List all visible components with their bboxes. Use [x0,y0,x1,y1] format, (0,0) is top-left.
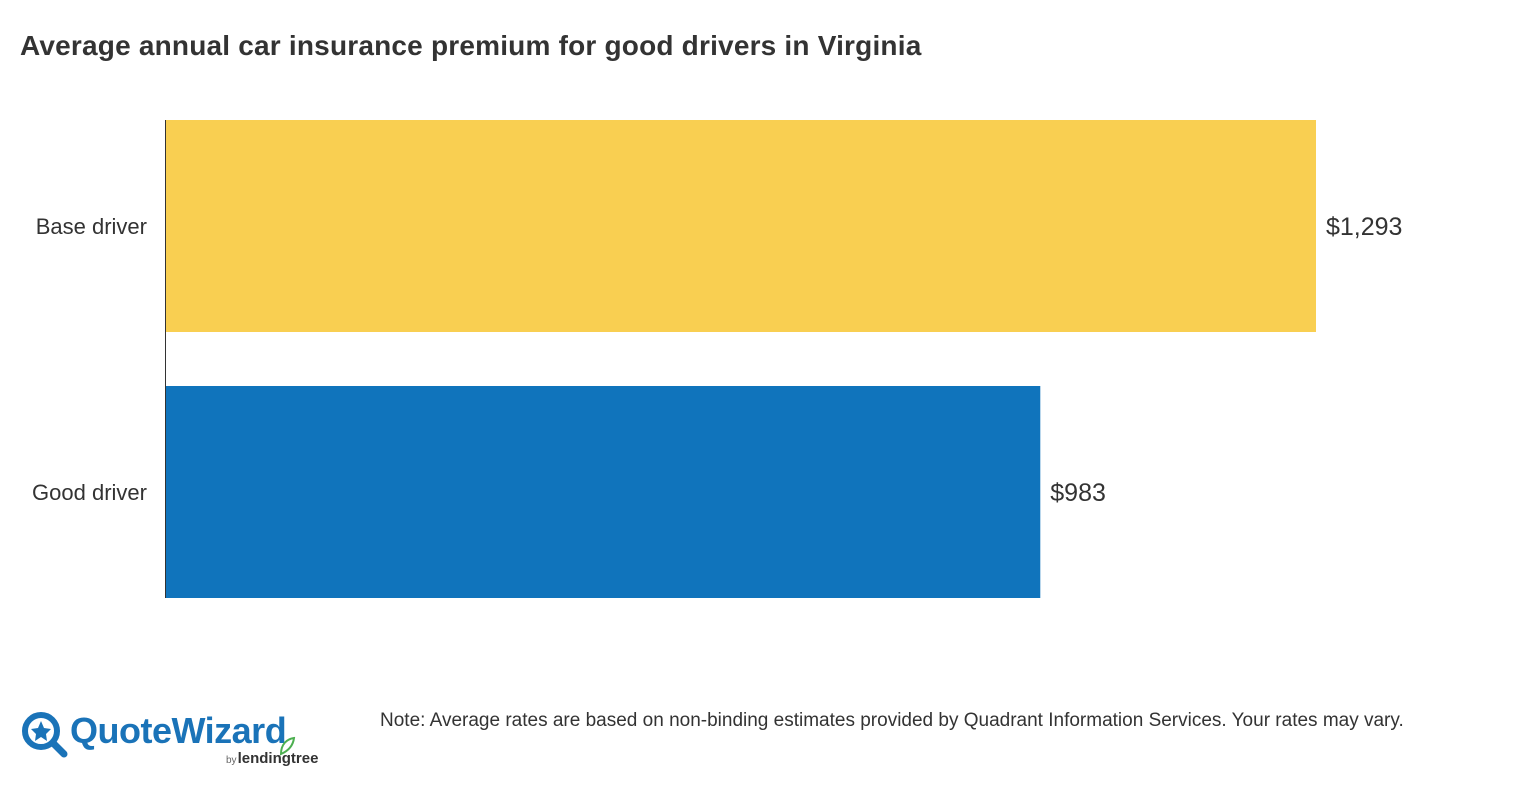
chart-title: Average annual car insurance premium for… [20,30,922,61]
leaf-icon [279,736,296,756]
footnote: Note: Average rates are based on non-bin… [380,710,1404,731]
bars-group: Base driver $1,293 Good driver $983 [32,120,1402,598]
bar-base-driver [166,120,1316,332]
logo-by: by [226,755,237,766]
value-label: $1,293 [1326,213,1402,241]
logo-brand: QuoteWizard [70,710,287,751]
logo-subtitle: bylendingtree [226,750,318,767]
category-label: Base driver [36,214,147,239]
value-label: $983 [1050,479,1106,507]
bar-chart: Base driver $1,293 Good driver $983 [32,120,1402,598]
bar-good-driver [166,386,1041,598]
logo-parent: lendingtree [237,750,319,767]
category-label: Good driver [32,480,147,505]
quotewizard-logo: QuoteWizard bylendingtree [20,706,350,776]
star-magnifier-icon [22,712,68,758]
